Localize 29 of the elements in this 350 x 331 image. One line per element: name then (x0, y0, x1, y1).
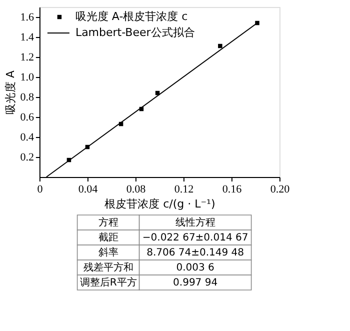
text: 0.003 6 (176, 262, 214, 274)
legend-label: 吸光度 A-根皮苷浓度 c (75, 10, 188, 23)
text: 调整后R平方 (80, 276, 137, 288)
y-tick-label: 1.4 (20, 32, 34, 44)
text: 8.706 74±0.149 48 (146, 248, 244, 258)
x-tick-label: 0.12 (174, 184, 194, 196)
text: 0.997 94 (173, 278, 218, 288)
text: 截距 (98, 232, 118, 244)
y-tick-label: 1.6 (20, 12, 34, 24)
point (218, 44, 222, 48)
text: 残差平方和 (83, 262, 134, 274)
y-tick-label: 0.2 (20, 152, 34, 164)
y-tick-label: 0.6 (20, 112, 34, 124)
x-tick-label: 0 (37, 184, 44, 196)
y-axis-title: 吸光度 A (4, 70, 18, 115)
x-tick-label: 0.08 (126, 184, 146, 196)
y-tick-label: 1.0 (20, 72, 34, 84)
x-tick-label: 0.16 (222, 184, 242, 196)
text: −0.022 67±0.014 67 (142, 232, 248, 244)
text: 线性方程 (175, 216, 216, 228)
x-axis-title: 根皮苷浓度 c/(g · L⁻¹) (104, 198, 216, 210)
y-tick-label: 1.2 (20, 52, 34, 64)
legend-label: Lambert-Beer公式拟合 (75, 26, 195, 39)
x-tick-label: 0.20 (270, 184, 290, 196)
text: 方程 (98, 216, 118, 228)
x-tick-label: 0.04 (78, 184, 98, 196)
y-tick-label: 0.4 (20, 132, 34, 144)
text: 斜率 (98, 246, 118, 258)
y-tick-label: 0.8 (20, 92, 34, 104)
